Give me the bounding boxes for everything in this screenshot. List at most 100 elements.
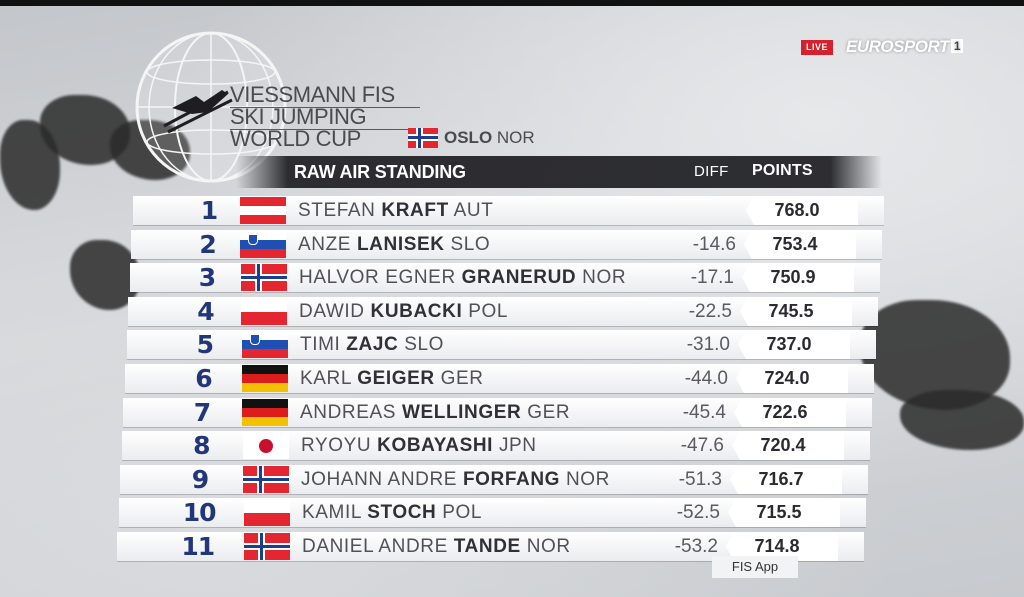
diff-column-header: DIFF [694, 163, 729, 180]
country-flag-icon [240, 197, 286, 224]
location-label: OSLO NOR [444, 128, 535, 148]
points-box [742, 263, 854, 292]
athlete-last-name: KRAFT [381, 200, 449, 221]
points-difference: -17.1 [690, 267, 734, 288]
athlete-first-name: KARL [300, 368, 352, 389]
athlete-country: POL [468, 301, 509, 322]
athlete-first-name: KAMIL [302, 502, 362, 523]
event-title-line3: WORLD CUP [230, 126, 361, 151]
rank-number: 2 [199, 230, 216, 259]
event-location: OSLO NOR [408, 126, 535, 150]
points-difference: -52.5 [676, 502, 720, 523]
country-flag-icon [242, 331, 288, 358]
country-flag-icon [244, 533, 290, 560]
rank-number: 1 [200, 196, 218, 225]
standing-row: 8 RYOYU KOBAYASHI JPN -47.6 720.4 [122, 431, 870, 460]
athlete-country: NOR [526, 536, 571, 557]
points-value: 716.7 [758, 469, 804, 489]
standing-row: 4 DAWID KUBACKI POL -22.5 745.5 [128, 297, 878, 326]
athlete-first-name: DAWID [299, 301, 365, 322]
points-difference: -45.4 [682, 402, 726, 423]
athlete-name: TIMI ZAJC SLO [300, 330, 444, 359]
location-country: NOR [496, 128, 535, 147]
points-difference: -14.6 [692, 234, 736, 255]
athlete-name: RYOYU KOBAYASHI JPN [301, 431, 537, 460]
standings-title: RAW AIR STANDING [294, 162, 466, 182]
athlete-first-name: ANZE [298, 234, 352, 255]
rank-number: 6 [195, 364, 212, 393]
location-city: OSLO [444, 128, 493, 147]
fis-app-label: FIS App [712, 556, 798, 578]
standing-row: 2 ANZE LANISEK SLO -14.6 753.4 [131, 230, 882, 259]
athlete-first-name: RYOYU [301, 435, 372, 456]
standing-row: 7 ANDREAS WELLINGER GER -45.4 722.6 [123, 398, 872, 427]
athlete-country: SLO [404, 334, 445, 355]
event-title-line2: SKI JUMPING [230, 104, 367, 129]
rank-number: 8 [193, 431, 210, 460]
rank-number: 4 [197, 297, 214, 326]
country-flag-icon [243, 466, 289, 493]
athlete-country: JPN [498, 435, 537, 456]
standing-row: 5 TIMI ZAJC SLO -31.0 737.0 [127, 330, 876, 359]
rank-number: 7 [193, 398, 211, 427]
channel-number: 1 [950, 39, 964, 53]
standing-row: 3 HALVOR EGNER GRANERUD NOR -17.1 750.9 [130, 263, 880, 292]
athlete-last-name: TANDE [453, 536, 521, 557]
athlete-name: KAMIL STOCH POL [302, 498, 482, 527]
title-divider [230, 129, 410, 130]
rank-number: 9 [191, 465, 209, 494]
points-value: 720.4 [760, 435, 806, 455]
country-flag-icon [242, 399, 288, 426]
points-difference: -22.5 [688, 301, 732, 322]
athlete-last-name: FORFANG [462, 469, 561, 490]
athlete-first-name: DANIEL ANDRE [302, 536, 448, 557]
athlete-country: NOR [565, 469, 610, 490]
athlete-name: ANDREAS WELLINGER GER [300, 398, 570, 427]
athlete-last-name: LANISEK [356, 234, 445, 255]
points-value: 714.8 [754, 536, 800, 556]
athlete-name: DANIEL ANDRE TANDE NOR [302, 532, 571, 561]
top-letterbox-bar [0, 0, 1024, 6]
points-box [744, 230, 856, 259]
athlete-last-name: KOBAYASHI [377, 435, 494, 456]
points-box [740, 297, 852, 326]
standing-row: 6 KARL GEIGER GER -44.0 724.0 [125, 364, 874, 393]
athlete-first-name: STEFAN [298, 200, 376, 221]
athlete-first-name: JOHANN ANDRE [301, 469, 458, 490]
standing-row: 10 KAMIL STOCH POL -52.5 715.5 [119, 498, 866, 527]
athlete-last-name: GEIGER [357, 368, 435, 389]
rank-number: 11 [181, 532, 215, 561]
points-value: 722.6 [762, 402, 808, 422]
points-difference: -47.6 [680, 435, 724, 456]
points-difference: -44.0 [684, 368, 728, 389]
athlete-country: POL [442, 502, 483, 523]
athlete-country: NOR [582, 267, 627, 288]
points-value: 768.0 [774, 200, 820, 220]
athlete-first-name: TIMI [300, 334, 341, 355]
standings-header: RAW AIR STANDING DIFF POINTS [236, 156, 882, 188]
points-box [746, 196, 858, 225]
athlete-first-name: ANDREAS [300, 402, 397, 423]
eurosport-logo: EUROSPORT 1 [846, 37, 964, 57]
brand-text: EUROSPORT [846, 37, 949, 56]
athlete-last-name: STOCH [367, 502, 437, 523]
country-flag-icon [242, 365, 288, 392]
country-flag-icon [244, 499, 290, 526]
athlete-name: KARL GEIGER GER [300, 364, 484, 393]
athlete-country: GER [440, 368, 484, 389]
points-value: 750.9 [770, 267, 816, 287]
title-divider [230, 107, 420, 108]
points-value: 753.4 [772, 234, 818, 254]
points-value: 745.5 [768, 301, 814, 321]
points-box [738, 330, 850, 359]
country-flag-icon [243, 432, 289, 459]
points-box [732, 431, 844, 460]
athlete-first-name: HALVOR EGNER [299, 267, 456, 288]
live-badge: LIVE [801, 40, 833, 55]
points-difference: -31.0 [686, 334, 730, 355]
points-column-header: POINTS [752, 162, 813, 179]
points-box [736, 364, 848, 393]
points-value: 737.0 [766, 334, 812, 354]
athlete-name: STEFAN KRAFT AUT [298, 196, 493, 225]
athlete-country: SLO [450, 234, 491, 255]
